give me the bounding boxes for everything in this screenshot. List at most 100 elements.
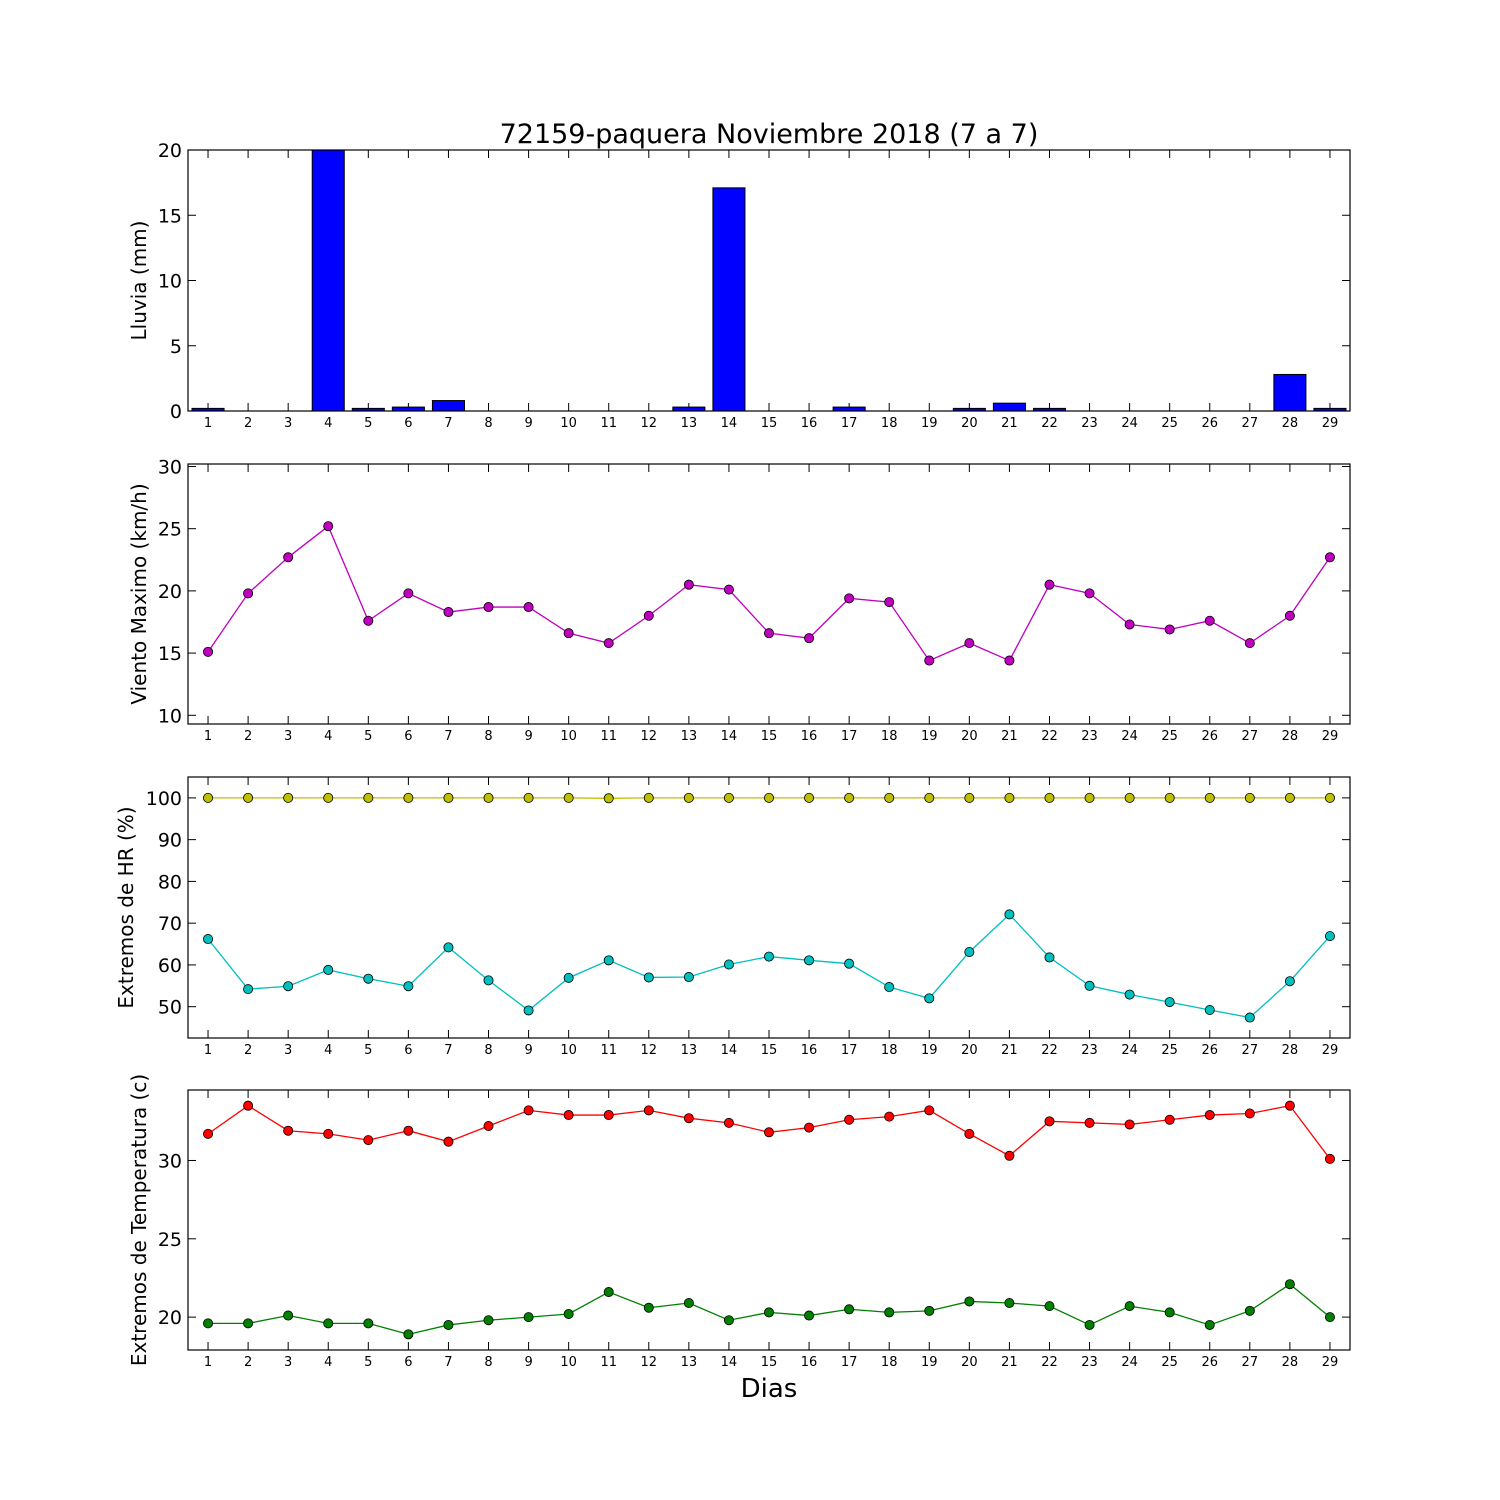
temperature-data-point <box>523 1312 534 1323</box>
x-tick-label: 12 <box>641 1043 658 1058</box>
y-axis-label: Viento Maximo (km/h) <box>127 483 151 704</box>
x-tick-label: 26 <box>1201 1043 1218 1058</box>
temperature-data-point <box>323 1318 334 1329</box>
temperature-data-point <box>363 1135 374 1146</box>
x-tick-label: 20 <box>961 1043 978 1058</box>
y-tick-label: 30 <box>158 1150 182 1172</box>
x-tick-label: 18 <box>881 729 898 744</box>
x-tick-label: 16 <box>801 729 818 744</box>
x-tick-label: 11 <box>600 1043 617 1058</box>
temperature-data-point <box>884 1111 895 1122</box>
humidity-data-point <box>683 792 694 803</box>
temperature-data-point <box>563 1308 574 1319</box>
x-tick-label: 5 <box>364 416 372 431</box>
temperature-data-point <box>1084 1117 1095 1128</box>
x-tick-label: 2 <box>244 1043 252 1058</box>
temperature-data-point <box>1004 1150 1015 1161</box>
x-tick-label: 17 <box>841 1355 858 1370</box>
y-tick-label: 25 <box>158 1229 182 1251</box>
humidity-data-point <box>1244 1012 1255 1023</box>
temperature-data-point <box>1124 1119 1135 1130</box>
wind-data-point <box>964 638 975 649</box>
temperature-data-point <box>844 1114 855 1125</box>
x-tick-label: 19 <box>921 416 938 431</box>
x-tick-label: 13 <box>681 416 698 431</box>
x-tick-label: 9 <box>524 1355 532 1370</box>
figure-title: 72159-paquera Noviembre 2018 (7 a 7) <box>500 119 1039 150</box>
y-tick-label: 90 <box>158 830 182 852</box>
y-tick-label: 70 <box>158 913 182 935</box>
x-tick-label: 23 <box>1081 1043 1098 1058</box>
y-tick-label: 60 <box>158 955 182 977</box>
temperature-data-point <box>443 1136 454 1147</box>
y-tick-label: 30 <box>158 456 182 478</box>
x-tick-label: 1 <box>204 729 212 744</box>
temperature-data-point <box>243 1100 254 1111</box>
temperature-data-point <box>1164 1114 1175 1125</box>
wind-data-point <box>1044 579 1055 590</box>
humidity-data-point <box>964 792 975 803</box>
x-tick-label: 24 <box>1121 416 1138 431</box>
y-tick-label: 100 <box>146 788 182 810</box>
plot-frame <box>187 1089 1351 1351</box>
x-tick-label: 6 <box>404 416 412 431</box>
humidity-data-point <box>1044 792 1055 803</box>
x-tick-label: 13 <box>681 1043 698 1058</box>
x-tick-label: 28 <box>1282 729 1299 744</box>
x-tick-label: 23 <box>1081 729 1098 744</box>
wind-data-point <box>523 602 534 613</box>
wind-data-point <box>804 633 815 644</box>
temperature-data-point <box>924 1305 935 1316</box>
x-tick-label: 22 <box>1041 1355 1058 1370</box>
temperature-data-point <box>683 1298 694 1309</box>
x-tick-label: 13 <box>681 729 698 744</box>
humidity-data-point <box>643 972 654 983</box>
humidity-data-point <box>363 792 374 803</box>
x-tick-label: 15 <box>761 416 778 431</box>
humidity-data-point <box>924 792 935 803</box>
temperature-data-point <box>764 1307 775 1318</box>
x-tick-label: 5 <box>364 1355 372 1370</box>
temperature-data-point <box>1284 1100 1295 1111</box>
humidity-data-point <box>964 946 975 957</box>
x-tick-label: 25 <box>1161 1043 1178 1058</box>
humidity-data-point <box>1204 792 1215 803</box>
x-tick-label: 27 <box>1242 1355 1259 1370</box>
x-tick-label: 29 <box>1322 729 1339 744</box>
x-tick-label: 23 <box>1081 416 1098 431</box>
temperature-data-point <box>1324 1312 1335 1323</box>
x-tick-label: 23 <box>1081 1355 1098 1370</box>
x-tick-label: 19 <box>921 729 938 744</box>
humidity-data-point <box>563 792 574 803</box>
temperature-data-point <box>804 1122 815 1133</box>
x-tick-label: 26 <box>1201 729 1218 744</box>
temperature-data-point <box>884 1307 895 1318</box>
wind-data-point <box>483 602 494 613</box>
x-tick-label: 21 <box>1001 416 1018 431</box>
x-tick-label: 3 <box>284 729 292 744</box>
temperature-data-point <box>1284 1279 1295 1290</box>
humidity-data-point <box>323 964 334 975</box>
x-tick-label: 2 <box>244 729 252 744</box>
plot-frame <box>187 149 1351 412</box>
x-tick-label: 2 <box>244 416 252 431</box>
humidity-data-point <box>1084 980 1095 991</box>
wind-data-point <box>1204 615 1215 626</box>
x-tick-label: 7 <box>444 729 452 744</box>
x-tick-label: 4 <box>324 416 332 431</box>
x-tick-label: 3 <box>284 1043 292 1058</box>
x-tick-label: 10 <box>560 416 577 431</box>
humidity-data-point <box>723 959 734 970</box>
humidity-data-point <box>243 984 254 995</box>
humidity-data-point <box>363 973 374 984</box>
x-tick-label: 25 <box>1161 729 1178 744</box>
temperature-data-point <box>683 1113 694 1124</box>
wind-data-point <box>1324 552 1335 563</box>
temperature-data-point <box>363 1318 374 1329</box>
y-axis-label: Extremos de Temperatura (c) <box>127 1074 151 1366</box>
wind-data-point <box>403 588 414 599</box>
x-tick-label: 27 <box>1242 416 1259 431</box>
